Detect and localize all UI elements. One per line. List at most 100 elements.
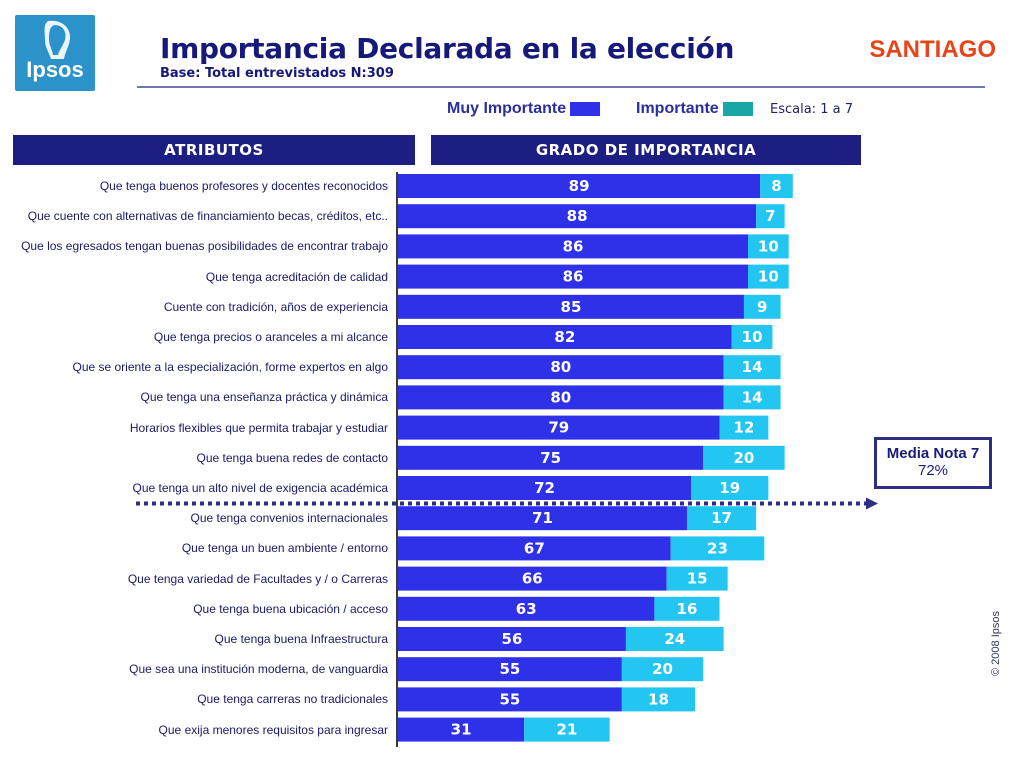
category-label: Que tenga buena redes de contacto bbox=[196, 450, 388, 465]
bar-muy-importante bbox=[398, 234, 749, 259]
category-label: Que tenga una enseñanza práctica y dinám… bbox=[140, 390, 389, 405]
bar-muy-importante bbox=[398, 264, 749, 289]
bar-importante bbox=[731, 325, 773, 349]
data-label-importante: 14 bbox=[742, 358, 763, 376]
importance-header: GRADO DE IMPORTANCIA bbox=[431, 135, 861, 165]
copyright-text: © 2008 Ipsos bbox=[990, 611, 1002, 676]
bar-importante bbox=[621, 687, 696, 712]
legend-muy-importante: Muy Importante bbox=[447, 100, 601, 118]
category-label: Que los egresados tengan buenas posibili… bbox=[21, 239, 388, 254]
bar-importante bbox=[748, 264, 789, 289]
bar-muy-importante bbox=[398, 687, 622, 712]
bar-muy-importante bbox=[398, 355, 724, 380]
category-label: Que tenga buenos profesores y docentes r… bbox=[99, 179, 388, 193]
bar-muy-importante bbox=[398, 627, 626, 651]
data-label-importante: 17 bbox=[711, 509, 732, 527]
data-label-importante: 18 bbox=[648, 690, 669, 708]
data-label-importante: 23 bbox=[707, 539, 728, 557]
category-label: Horarios flexibles que permita trabajar … bbox=[129, 420, 388, 435]
bar-importante bbox=[723, 385, 781, 410]
bar-muy-importante bbox=[398, 596, 655, 621]
category-label: Que tenga acreditación de calidad bbox=[205, 269, 388, 284]
data-label-importante: 15 bbox=[687, 570, 708, 588]
bar-muy-importante bbox=[398, 445, 704, 470]
category-label: Que tenga buena ubicación / acceso bbox=[193, 601, 388, 616]
bar-muy-importante bbox=[398, 174, 761, 198]
data-label-muy-importante: 86 bbox=[563, 268, 584, 286]
category-label: Que exija menores requisitos para ingres… bbox=[158, 722, 388, 737]
data-label-importante: 21 bbox=[556, 721, 577, 739]
bar-muy-importante bbox=[398, 536, 671, 561]
data-label-muy-importante: 86 bbox=[563, 237, 584, 255]
data-label-importante: 16 bbox=[677, 600, 698, 618]
category-label: Que tenga un alto nivel de exigencia aca… bbox=[132, 481, 388, 495]
data-label-muy-importante: 88 bbox=[567, 207, 588, 225]
data-label-muy-importante: 79 bbox=[548, 419, 569, 437]
category-label: Que tenga buena Infraestructura bbox=[214, 632, 388, 646]
data-label-importante: 9 bbox=[757, 298, 767, 316]
bar-muy-importante bbox=[398, 657, 622, 682]
bar-muy-importante bbox=[398, 476, 692, 500]
data-label-importante: 20 bbox=[652, 660, 673, 678]
bar-importante bbox=[670, 536, 765, 561]
category-label: Que tenga precios o aranceles a mi alcan… bbox=[153, 330, 388, 344]
bar-importante bbox=[723, 355, 781, 380]
bar-muy-importante bbox=[398, 506, 687, 531]
bar-muy-importante bbox=[398, 717, 525, 742]
legend-muy-importante-label: Muy Importante bbox=[447, 100, 567, 117]
category-label: Que tenga un buen ambiente / entorno bbox=[181, 541, 388, 556]
bar-importante bbox=[654, 596, 720, 621]
legend-importante: Importante bbox=[636, 100, 753, 118]
data-label-importante: 19 bbox=[719, 479, 740, 497]
logo-text: Ipsos bbox=[26, 57, 84, 82]
data-label-muy-importante: 85 bbox=[561, 298, 582, 316]
data-label-muy-importante: 75 bbox=[540, 449, 561, 467]
data-label-muy-importante: 72 bbox=[534, 479, 555, 497]
bar-importante bbox=[691, 476, 769, 500]
category-label: Que tenga convenios internacionales bbox=[190, 511, 388, 526]
bar-importante bbox=[703, 445, 785, 470]
bar-importante bbox=[756, 204, 785, 229]
logo-figure-icon bbox=[44, 20, 71, 60]
data-label-importante: 8 bbox=[771, 177, 781, 195]
data-label-muy-importante: 80 bbox=[550, 358, 571, 376]
y-axis-line bbox=[396, 172, 398, 747]
data-label-muy-importante: 67 bbox=[524, 539, 545, 557]
data-label-importante: 10 bbox=[758, 237, 779, 255]
data-label-importante: 12 bbox=[734, 419, 755, 437]
data-label-importante: 14 bbox=[742, 388, 763, 406]
attributes-header: ATRIBUTOS bbox=[13, 135, 415, 165]
media-nota-value: 72% bbox=[917, 462, 949, 479]
data-label-muy-importante: 31 bbox=[451, 721, 472, 739]
city-label: SANTIAGO bbox=[869, 36, 996, 63]
data-label-importante: 10 bbox=[742, 328, 763, 346]
data-label-muy-importante: 71 bbox=[532, 509, 553, 527]
bar-importante bbox=[719, 415, 769, 440]
category-label: Que tenga carreras no tradicionales bbox=[197, 692, 388, 707]
data-label-importante: 7 bbox=[765, 207, 775, 225]
category-label: Cuente con tradición, años de experienci… bbox=[163, 299, 388, 314]
category-label: Que cuente con alternativas de financiam… bbox=[27, 209, 388, 224]
category-label: Que tenga variedad de Facultades y / o C… bbox=[127, 571, 388, 586]
data-label-importante: 20 bbox=[734, 449, 755, 467]
legend-muy-importante-swatch bbox=[570, 101, 601, 116]
legend-importante-label: Importante bbox=[636, 100, 719, 117]
bar-importante bbox=[524, 717, 610, 742]
category-label: Que sea una institución moderna, de vang… bbox=[129, 662, 388, 677]
data-label-muy-importante: 55 bbox=[499, 690, 520, 708]
data-label-muy-importante: 82 bbox=[554, 328, 575, 346]
data-label-importante: 10 bbox=[758, 268, 779, 286]
data-label-muy-importante: 63 bbox=[516, 600, 537, 618]
bar-muy-importante bbox=[398, 325, 732, 349]
bar-muy-importante bbox=[398, 415, 720, 440]
data-label-muy-importante: 55 bbox=[499, 660, 520, 678]
data-label-muy-importante: 89 bbox=[569, 177, 590, 195]
bar-importante bbox=[666, 566, 728, 591]
bar-muy-importante bbox=[398, 204, 757, 229]
reference-arrow-icon bbox=[866, 497, 878, 510]
page-title: Importancia Declarada en la elección bbox=[160, 32, 735, 65]
scale-note: Escala: 1 a 7 bbox=[770, 102, 853, 117]
data-label-muy-importante: 56 bbox=[502, 630, 523, 648]
ipsos-logo: Ipsos bbox=[15, 15, 95, 91]
